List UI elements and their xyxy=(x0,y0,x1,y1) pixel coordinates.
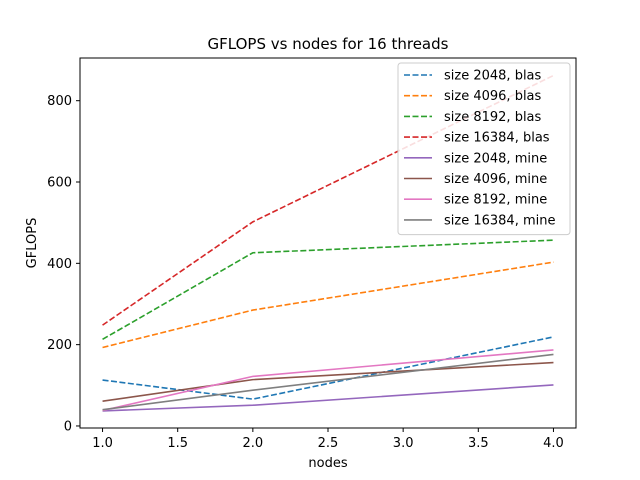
series-line-7 xyxy=(102,353,554,411)
series-line-6 xyxy=(102,349,554,412)
x-tick-label: 2.0 xyxy=(243,436,264,451)
y-tick-label: 600 xyxy=(47,176,72,191)
x-tick-label: 4.0 xyxy=(543,436,564,451)
y-axis-ticks: 0 200 400 600 800 xyxy=(47,94,80,434)
series-line-2 xyxy=(102,239,554,341)
x-tick-label: 2.5 xyxy=(318,436,339,451)
legend-label: size 2048, mine xyxy=(444,151,547,166)
y-tick-label: 400 xyxy=(47,257,72,272)
y-tick-label: 200 xyxy=(47,338,72,353)
series-line-1 xyxy=(102,261,554,349)
y-axis-label: GFLOPS xyxy=(25,218,40,269)
series-line-4 xyxy=(102,384,554,412)
y-tick-label: 0 xyxy=(64,419,72,434)
y-tick-label: 800 xyxy=(47,94,72,109)
legend-label: size 2048, blas xyxy=(444,69,542,84)
x-axis-label: nodes xyxy=(308,456,347,471)
series-line-5 xyxy=(102,361,554,402)
x-tick-label: 1.0 xyxy=(92,436,113,451)
chart-title: GFLOPS vs nodes for 16 threads xyxy=(208,35,449,53)
legend-box xyxy=(397,62,571,236)
legend-label: size 16384, blas xyxy=(444,131,550,146)
legend-label: size 4096, mine xyxy=(444,172,547,187)
legend-label: size 4096, blas xyxy=(444,89,542,104)
legend-label: size 8192, blas xyxy=(444,110,542,125)
x-axis-ticks: 1.0 1.5 2.0 2.5 3.0 3.5 4.0 xyxy=(92,428,564,451)
legend-label: size 16384, mine xyxy=(444,213,555,228)
x-tick-label: 3.5 xyxy=(468,436,489,451)
legend: size 2048, blas size 4096, blas size 8192,… xyxy=(397,62,571,236)
legend-label: size 8192, mine xyxy=(444,193,547,208)
x-tick-label: 3.0 xyxy=(393,436,414,451)
x-tick-label: 1.5 xyxy=(167,436,188,451)
